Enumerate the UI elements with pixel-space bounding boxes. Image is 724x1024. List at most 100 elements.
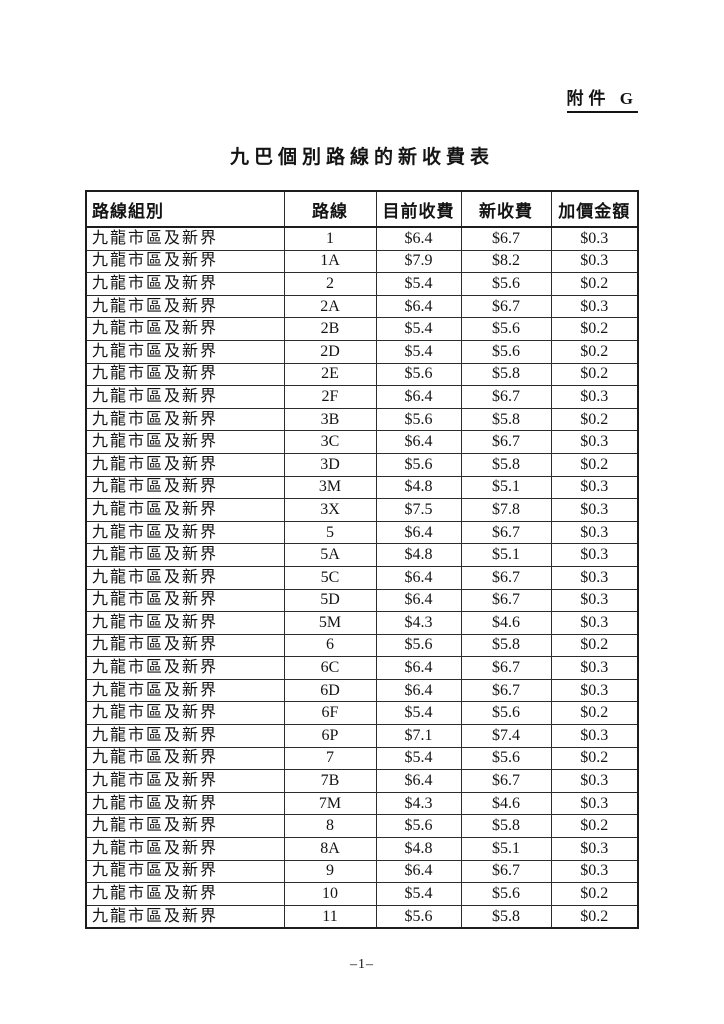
table-row: 九龍市區及新界 3B $5.6 $5.8 $0.2	[85, 407, 639, 432]
increase-amount-cell: $0.3	[550, 385, 639, 409]
new-fare-cell: $5.1	[460, 543, 552, 567]
increase-amount-cell: $0.2	[550, 882, 639, 906]
current-fare-cell: $6.4	[375, 385, 462, 409]
current-fare-cell: $4.8	[375, 543, 462, 567]
current-fare-cell: $6.4	[375, 678, 462, 703]
current-fare-cell: $6.4	[375, 769, 462, 793]
current-fare-cell: $6.4	[375, 226, 462, 251]
new-fare-cell: $6.7	[460, 588, 552, 613]
route-cell: 5A	[283, 543, 377, 567]
current-fare-cell: $5.4	[375, 339, 462, 364]
current-fare-cell: $5.4	[375, 746, 462, 771]
current-fare-cell: $5.6	[375, 362, 462, 387]
route-group-cell: 九龍市區及新界	[85, 837, 285, 861]
route-cell: 11	[283, 904, 377, 929]
route-group-cell: 九龍市區及新界	[85, 611, 285, 635]
increase-amount-cell: $0.2	[550, 814, 639, 839]
route-cell: 6F	[283, 701, 377, 726]
route-cell: 2D	[283, 339, 377, 364]
increase-amount-cell: $0.3	[550, 294, 639, 319]
route-cell: 6	[283, 633, 377, 658]
current-fare-cell: $6.4	[375, 520, 462, 545]
route-group-cell: 九龍市區及新界	[85, 498, 285, 522]
table-row: 九龍市區及新界 2 $5.4 $5.6 $0.2	[85, 272, 639, 296]
fare-table-body: 九龍市區及新界 1 $6.4 $6.7 $0.3 九龍市區及新界 1A $7.9 $8.2 $0.…	[85, 226, 639, 929]
appendix-label: 附件 G	[566, 84, 638, 113]
route-group-cell: 九龍市區及新界	[85, 746, 285, 771]
increase-amount-cell: $0.3	[550, 520, 639, 545]
new-fare-cell: $6.7	[460, 430, 552, 454]
route-group-cell: 九龍市區及新界	[85, 317, 285, 341]
route-group-cell: 九龍市區及新界	[85, 769, 285, 793]
table-row: 九龍市區及新界 7 $5.4 $5.6 $0.2	[85, 746, 639, 771]
route-group-cell: 九龍市區及新界	[85, 791, 285, 816]
table-header-row: 路線組別 路線 目前收費 新收費 加價金額	[85, 190, 639, 228]
table-row: 九龍市區及新界 3C $6.4 $6.7 $0.3	[85, 430, 639, 454]
current-fare-cell: $4.8	[375, 837, 462, 861]
new-fare-cell: $5.8	[460, 904, 552, 929]
increase-amount-cell: $0.2	[550, 317, 639, 341]
route-group-cell: 九龍市區及新界	[85, 294, 285, 319]
table-row: 九龍市區及新界 7M $4.3 $4.6 $0.3	[85, 791, 639, 816]
new-fare-cell: $5.8	[460, 814, 552, 839]
current-fare-cell: $6.4	[375, 430, 462, 454]
table-row: 九龍市區及新界 2D $5.4 $5.6 $0.2	[85, 339, 639, 364]
column-header-current-fare: 目前收費	[375, 190, 462, 228]
table-row: 九龍市區及新界 7B $6.4 $6.7 $0.3	[85, 769, 639, 793]
route-group-cell: 九龍市區及新界	[85, 882, 285, 906]
table-row: 九龍市區及新界 3D $5.6 $5.8 $0.2	[85, 452, 639, 477]
increase-amount-cell: $0.3	[550, 226, 639, 251]
increase-amount-cell: $0.3	[550, 656, 639, 680]
current-fare-cell: $5.6	[375, 633, 462, 658]
increase-amount-cell: $0.3	[550, 791, 639, 816]
route-cell: 7M	[283, 791, 377, 816]
table-row: 九龍市區及新界 2E $5.6 $5.8 $0.2	[85, 362, 639, 387]
new-fare-cell: $7.8	[460, 498, 552, 522]
table-row: 九龍市區及新界 3X $7.5 $7.8 $0.3	[85, 498, 639, 522]
route-group-cell: 九龍市區及新界	[85, 520, 285, 545]
increase-amount-cell: $0.3	[550, 611, 639, 635]
increase-amount-cell: $0.3	[550, 724, 639, 748]
new-fare-cell: $6.7	[460, 656, 552, 680]
increase-amount-cell: $0.3	[550, 475, 639, 500]
increase-amount-cell: $0.3	[550, 678, 639, 703]
increase-amount-cell: $0.2	[550, 339, 639, 364]
new-fare-cell: $8.2	[460, 249, 552, 274]
new-fare-cell: $6.7	[460, 294, 552, 319]
current-fare-cell: $7.1	[375, 724, 462, 748]
route-cell: 3M	[283, 475, 377, 500]
route-cell: 2A	[283, 294, 377, 319]
column-header-route-group: 路線組別	[85, 190, 285, 228]
increase-amount-cell: $0.2	[550, 452, 639, 477]
route-cell: 1	[283, 226, 377, 251]
table-row: 九龍市區及新界 5C $6.4 $6.7 $0.3	[85, 565, 639, 590]
current-fare-cell: $5.6	[375, 904, 462, 929]
new-fare-cell: $6.7	[460, 769, 552, 793]
page-number: –1–	[350, 957, 374, 972]
route-group-cell: 九龍市區及新界	[85, 362, 285, 387]
route-group-cell: 九龍市區及新界	[85, 385, 285, 409]
new-fare-cell: $5.6	[460, 272, 552, 296]
route-cell: 3C	[283, 430, 377, 454]
new-fare-cell: $6.7	[460, 385, 552, 409]
page-title: 九巴個別路線的新收費表	[229, 147, 494, 168]
route-cell: 7B	[283, 769, 377, 793]
new-fare-cell: $5.1	[460, 475, 552, 500]
increase-amount-cell: $0.3	[550, 565, 639, 590]
table-row: 九龍市區及新界 8A $4.8 $5.1 $0.3	[85, 837, 639, 861]
route-group-cell: 九龍市區及新界	[85, 339, 285, 364]
increase-amount-cell: $0.3	[550, 498, 639, 522]
table-row: 九龍市區及新界 5M $4.3 $4.6 $0.3	[85, 611, 639, 635]
new-fare-cell: $5.6	[460, 317, 552, 341]
current-fare-cell: $6.4	[375, 565, 462, 590]
fare-table: 路線組別 路線 目前收費 新收費 加價金額 九龍市區及新界 1 $6.4 $6.7 $0…	[85, 190, 639, 930]
new-fare-cell: $6.7	[460, 859, 552, 884]
current-fare-cell: $6.4	[375, 859, 462, 884]
current-fare-cell: $5.4	[375, 272, 462, 296]
route-cell: 2E	[283, 362, 377, 387]
route-group-cell: 九龍市區及新界	[85, 543, 285, 567]
increase-amount-cell: $0.2	[550, 362, 639, 387]
route-group-cell: 九龍市區及新界	[85, 565, 285, 590]
table-row: 九龍市區及新界 1A $7.9 $8.2 $0.3	[85, 249, 639, 274]
increase-amount-cell: $0.2	[550, 746, 639, 771]
